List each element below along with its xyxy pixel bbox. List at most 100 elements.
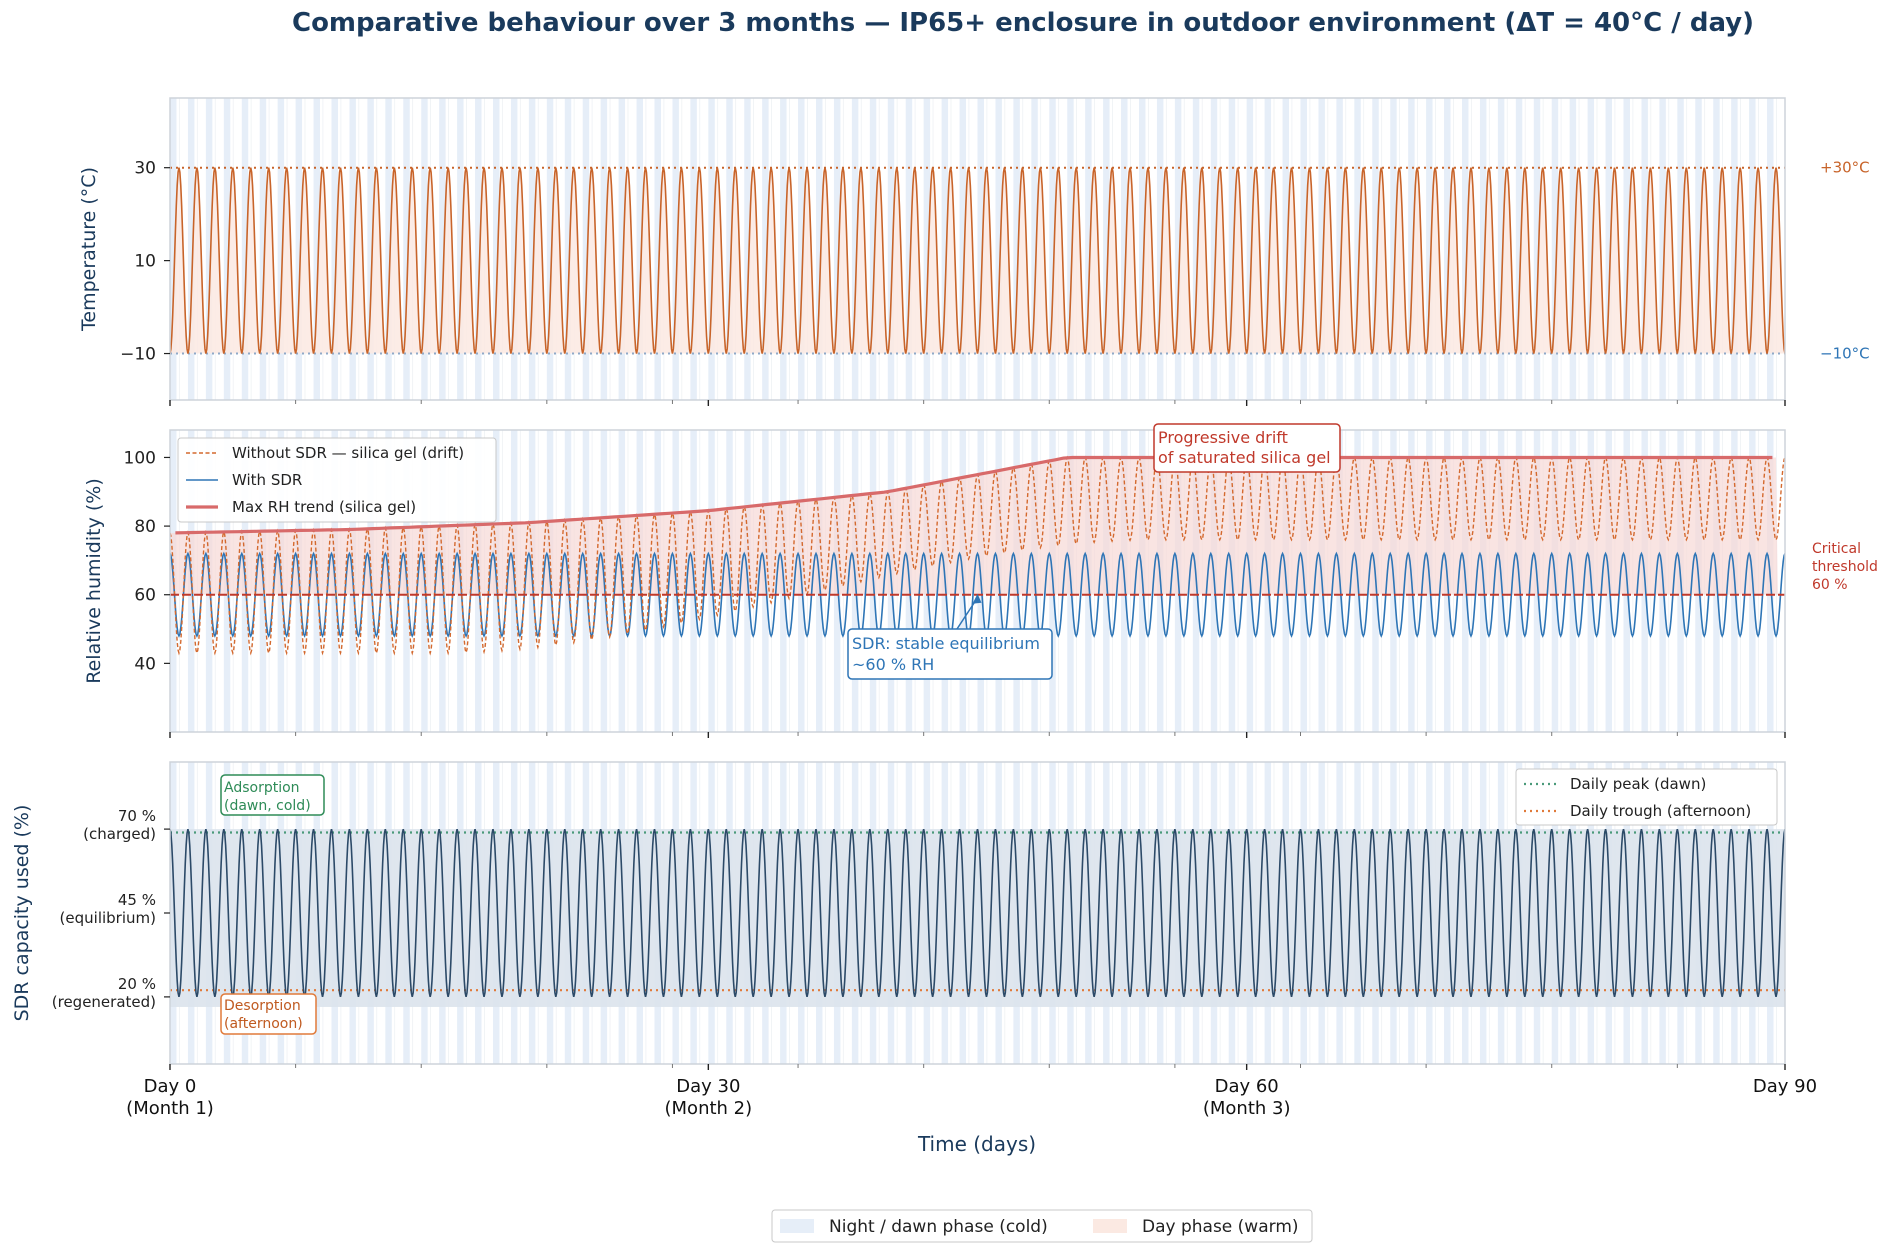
night-band [1659, 98, 1666, 400]
night-band [1156, 98, 1164, 400]
y-tick-label: 40 [134, 654, 156, 674]
panel-frame [169, 97, 1786, 401]
night-band [941, 98, 949, 400]
y-tick-label: (regenerated) [52, 993, 156, 1011]
sdr-panel-data [170, 828, 1785, 1007]
sdr-legend: Daily peak (dawn) Daily trough (afternoon… [1515, 768, 1778, 826]
night-band [1139, 98, 1146, 400]
y-tick-label: (equilibrium) [60, 909, 156, 927]
x-axis-title: Time (days) [917, 1132, 1036, 1156]
x-tick-label: Day 60 [1215, 1076, 1279, 1097]
night-band [1731, 98, 1738, 400]
night-band [546, 98, 554, 400]
night-band [690, 98, 697, 400]
night-band [1605, 98, 1613, 400]
night-band [923, 98, 931, 400]
night-band [259, 98, 267, 400]
y-tick-label: 20 % [118, 975, 156, 993]
night-band [349, 98, 356, 400]
x-tick-label: Day 0 [144, 1076, 197, 1097]
night-band [869, 98, 877, 400]
night-band [223, 98, 231, 400]
night-band [1408, 98, 1415, 400]
night-band [582, 98, 590, 400]
night-band [1013, 98, 1020, 400]
temperature-series-line [170, 167, 1785, 354]
night-band [1426, 98, 1433, 400]
night-band [1192, 98, 1200, 400]
night-band [1695, 98, 1702, 400]
night-band [1479, 98, 1487, 400]
x-tick-label: (Month 3) [1203, 1098, 1291, 1119]
y-tick-label: 70 % [118, 807, 156, 825]
y-tick-label: −10 [120, 345, 156, 365]
legend-entry: Without SDR — silica gel (drift) [232, 444, 464, 462]
drift-annotation: Progressive drift [1158, 428, 1288, 447]
y-tick-label: 100 [124, 448, 156, 468]
night-band [762, 98, 769, 400]
night-band [1623, 98, 1630, 400]
above-threshold-fill [170, 457, 1778, 595]
night-band [241, 98, 249, 400]
night-band [744, 98, 751, 400]
sdr-range-fill [170, 829, 1785, 1007]
legend-swatch-night [780, 1219, 814, 1233]
night-band [851, 98, 859, 400]
y-axis-title: Relative humidity (%) [83, 478, 105, 683]
annotation-box [220, 774, 325, 816]
night-band [672, 98, 679, 400]
threshold-label: Critical [1812, 541, 1861, 557]
night-band [1246, 98, 1254, 400]
night-band [385, 98, 392, 400]
night-band [528, 98, 536, 400]
sdr-equilibrium-annotation: ~60 % RH [852, 655, 934, 674]
x-tick-label: (Month 1) [126, 1098, 214, 1119]
night-band [1372, 98, 1379, 400]
night-band [170, 98, 177, 400]
night-band [1336, 98, 1343, 400]
y-tick-label: 30 [134, 159, 156, 179]
legend-entry: Day phase (warm) [1142, 1217, 1299, 1237]
annotation-box [220, 993, 317, 1035]
night-band [600, 98, 608, 400]
night-band [439, 98, 446, 400]
night-band [1551, 98, 1559, 400]
night-band [1210, 98, 1218, 400]
annotation-arrowhead [972, 593, 982, 604]
night-band [798, 98, 805, 400]
night-band [618, 98, 626, 400]
panel-frame [169, 429, 1786, 733]
threshold-label: threshold [1812, 559, 1878, 575]
legend-box [1515, 768, 1778, 826]
night-band [1749, 98, 1756, 400]
legend-box [177, 437, 497, 523]
night-band [1497, 98, 1505, 400]
bottom-legend: Night / dawn phase (cold) Day phase (warm… [771, 1209, 1313, 1243]
max-rh-trend-line [175, 455, 1773, 535]
night-band [1174, 98, 1182, 400]
threshold-label: 60 % [1812, 577, 1848, 593]
night-band [816, 98, 823, 400]
night-band [959, 98, 967, 400]
night-band [510, 98, 518, 400]
night-band [1533, 98, 1541, 400]
annotation-box [847, 628, 1053, 680]
y-tick-label: 10 [134, 252, 156, 272]
night-band [1264, 98, 1272, 400]
y-tick-label: 45 % [118, 891, 156, 909]
night-band [277, 98, 285, 400]
night-band [295, 98, 303, 400]
reference-line-label: −10°C [1820, 345, 1870, 363]
night-band [331, 98, 338, 400]
night-band [1282, 98, 1290, 400]
y-tick-label: 80 [134, 517, 156, 537]
night-band [726, 98, 733, 400]
night-band [421, 98, 428, 400]
desorption-annotation: (afternoon) [224, 1016, 303, 1032]
adsorption-annotation: Adsorption [224, 780, 300, 796]
sdr-equilibrium-annotation: SDR: stable equilibrium [852, 634, 1040, 653]
temperature-panel-data [170, 166, 1785, 355]
night-band [187, 98, 195, 400]
legend-swatch-day [1093, 1219, 1127, 1233]
